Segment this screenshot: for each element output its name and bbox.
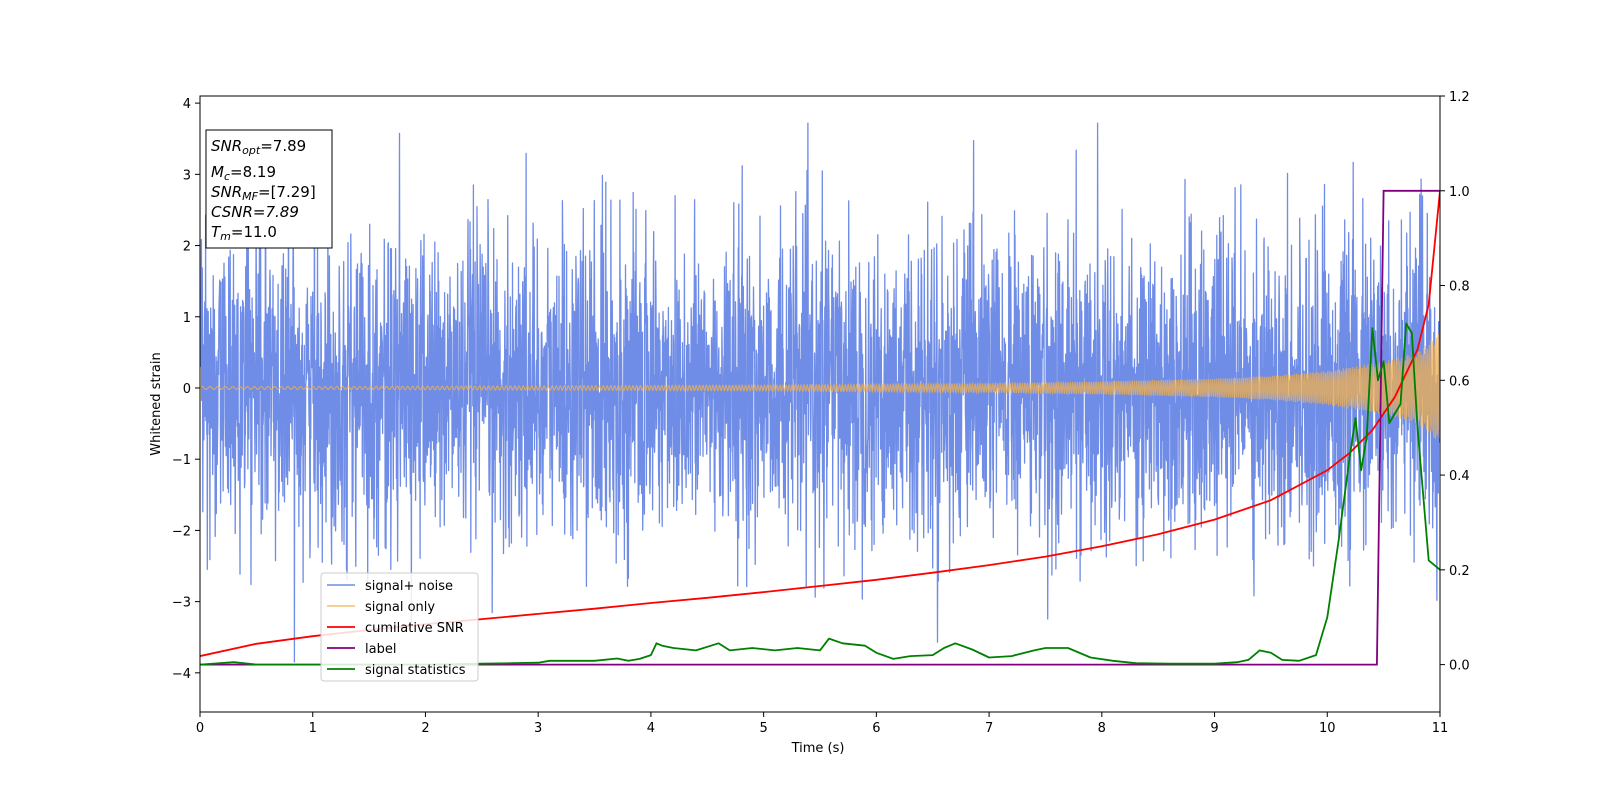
y-tick-label: −2	[172, 524, 191, 539]
x-tick-label: 5	[759, 721, 767, 736]
legend-item-signal-only: signal only	[327, 600, 435, 615]
snr-info-box: SNRopt=7.89 Mc=8.19 SNRMF=[7.29] CSNR=7.…	[205, 129, 333, 249]
legend-label-cumulative-snr: cumilative SNR	[365, 621, 464, 636]
x-tick-label: 1	[309, 721, 317, 736]
x-tick-label: 10	[1319, 721, 1336, 736]
x-tick-label: 11	[1432, 721, 1449, 736]
x-tick-label: 7	[985, 721, 993, 736]
y-axis-left: −4 −3 −2 −1 0 1 2 3 4	[172, 97, 200, 682]
y2-tick-label: 1.0	[1449, 185, 1470, 200]
x-tick-label: 8	[1098, 721, 1106, 736]
plot-frame	[199, 95, 1441, 713]
x-tick-label: 4	[647, 721, 655, 736]
info-snr-opt: SNRopt=7.89	[211, 137, 306, 157]
series-signal-noise-line	[200, 122, 1440, 663]
legend-item-signal-noise: signal+ noise	[327, 579, 453, 594]
y-tick-label: −3	[172, 596, 191, 611]
y-tick-label: 0	[183, 382, 191, 397]
y-tick-label: 1	[183, 311, 191, 326]
y2-tick-label: 1.2	[1449, 90, 1470, 105]
y-tick-label: 4	[183, 97, 191, 112]
legend-label-signal-statistics: signal statistics	[365, 663, 466, 678]
info-mc: Mc=8.19	[211, 163, 276, 183]
legend-item-label: label	[327, 642, 396, 657]
y2-tick-label: 0.4	[1449, 469, 1470, 484]
x-tick-label: 6	[872, 721, 880, 736]
y-axis-label: Whitened strain	[149, 352, 164, 455]
series-signal-only-line	[200, 333, 1440, 439]
info-snr-mf: SNRMF=[7.29]	[211, 183, 316, 203]
legend-label-label: label	[365, 642, 396, 657]
x-axis: 0 1 2 3 4 5 6 7 8 9 10 11	[196, 712, 1448, 736]
legend-item-cumulative-snr: cumilative SNR	[327, 621, 464, 636]
y-tick-label: 3	[183, 168, 191, 183]
y-tick-label: 2	[183, 240, 191, 255]
x-tick-label: 9	[1210, 721, 1218, 736]
y-tick-label: −4	[172, 667, 191, 682]
y2-tick-label: 0.0	[1449, 659, 1470, 674]
legend-label-signal-only: signal only	[365, 600, 435, 615]
series-label-line	[200, 189, 1440, 666]
x-tick-label: 3	[534, 721, 542, 736]
legend-item-signal-statistics: signal statistics	[327, 663, 466, 678]
y2-tick-label: 0.6	[1449, 374, 1470, 389]
legend-frame	[320, 572, 479, 682]
x-tick-label: 0	[196, 721, 204, 736]
legend: signal+ noise signal only cumilative SNR…	[320, 572, 479, 682]
x-axis-label: Time (s)	[791, 741, 845, 756]
x-tick-label: 2	[421, 721, 429, 736]
y2-tick-label: 0.8	[1449, 280, 1470, 295]
info-box-frame	[205, 129, 333, 249]
info-tm: Tm=11.0	[211, 223, 277, 243]
info-csnr: CSNR=7.89	[211, 203, 299, 221]
y-tick-label: −1	[172, 453, 191, 468]
y2-tick-label: 0.2	[1449, 564, 1470, 579]
y-axis-right: 0.0 0.2 0.4 0.6 0.8 1.0 1.2	[1440, 90, 1470, 674]
series-signal-statistics-line	[200, 322, 1440, 666]
legend-label-signal-noise: signal+ noise	[365, 579, 453, 594]
